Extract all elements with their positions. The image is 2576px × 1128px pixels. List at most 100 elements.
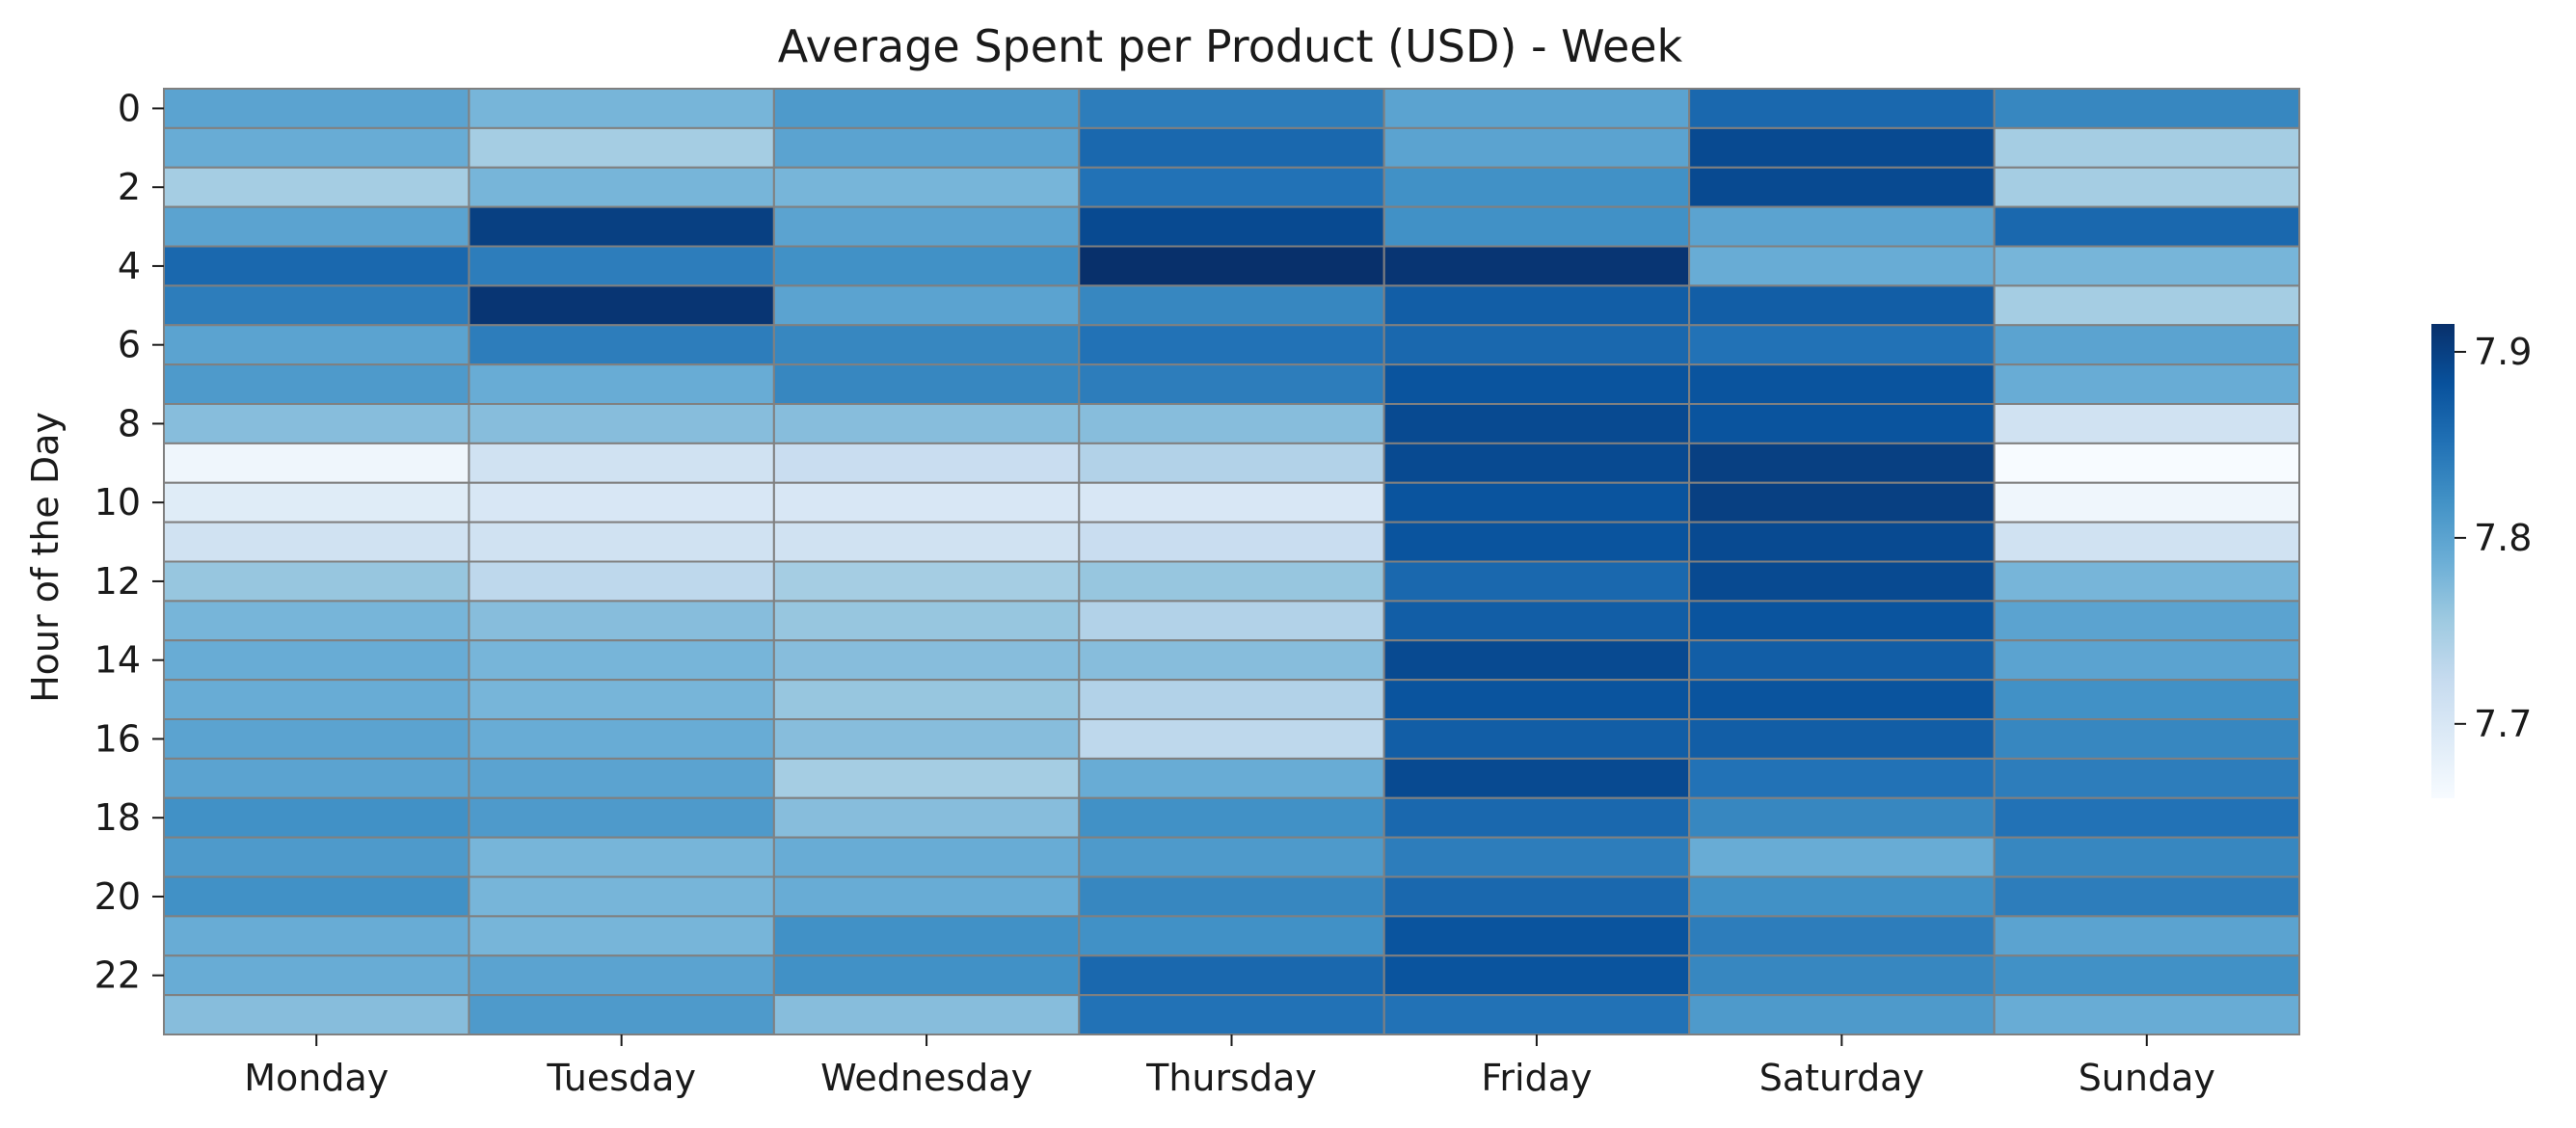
heatmap-cell [1078, 442, 1385, 484]
heatmap-cell [772, 915, 1081, 957]
heatmap-cell [1688, 560, 1996, 603]
heatmap-cell [468, 245, 775, 287]
y-tick-label: 20 [94, 875, 141, 918]
heatmap-cell [1382, 639, 1691, 682]
y-tick-label: 10 [94, 481, 141, 524]
heatmap-cell [1382, 796, 1691, 839]
heatmap-cell [1688, 915, 1996, 957]
heatmap-cell [1688, 757, 1996, 799]
heatmap-cell [772, 796, 1081, 839]
heatmap-cell [1078, 88, 1385, 129]
heatmap-cell [1993, 363, 2301, 405]
heatmap-cell [468, 679, 775, 720]
heatmap-cell [1382, 245, 1691, 287]
heatmap-cell [163, 363, 470, 405]
heatmap-cell [1078, 639, 1385, 682]
heatmap-cell [772, 954, 1081, 997]
x-tick-label: Tuesday [546, 1057, 696, 1099]
x-tick-label: Thursday [1145, 1057, 1317, 1099]
heatmap-cell [1382, 481, 1691, 524]
heatmap-cell [1993, 284, 2301, 327]
heatmap-cell [1382, 875, 1691, 918]
heatmap-cell [1382, 126, 1691, 169]
heatmap-cell [163, 954, 470, 997]
heatmap-cell [1993, 875, 2301, 918]
heatmap-cell [772, 166, 1081, 208]
heatmap-cell [1078, 796, 1385, 839]
heatmap-cell [163, 284, 470, 327]
heatmap-cell [1382, 560, 1691, 603]
heatmap-cell [1993, 521, 2301, 563]
colorbar: 7.7 7.8 7.9 [2431, 324, 2532, 798]
heatmap-cell [1688, 166, 1996, 208]
heatmap-cell [163, 836, 470, 878]
heatmap-cell [1078, 205, 1385, 248]
heatmap-cell [1688, 875, 1996, 918]
heatmap-cell [1993, 205, 2301, 248]
heatmap-cell [1078, 363, 1385, 405]
heatmap-cell [1688, 205, 1996, 248]
colorbar-tick-label: 7.9 [2474, 331, 2532, 373]
heatmap-cell [1078, 245, 1385, 287]
heatmap-cell [1078, 875, 1385, 918]
heatmap-cell [772, 363, 1081, 405]
heatmap-cell [163, 521, 470, 563]
y-tick-label: 0 [118, 87, 141, 129]
heatmap-cell [468, 915, 775, 957]
heatmap-cell [1382, 324, 1691, 366]
heatmap-cell [1688, 836, 1996, 878]
heatmap-cell [772, 757, 1081, 799]
heatmap-cell [1993, 836, 2301, 878]
heatmap-cell [1688, 403, 1996, 444]
heatmap-cell [1993, 915, 2301, 957]
heatmap-cell [1993, 600, 2301, 642]
colorbar-gradient [2431, 324, 2455, 798]
y-tick-label: 14 [94, 639, 141, 682]
heatmap-cell [1078, 126, 1385, 169]
heatmap-cell [1688, 245, 1996, 287]
heatmap-cell [772, 560, 1081, 603]
heatmap-cell [1382, 403, 1691, 444]
heatmap-cell [1382, 994, 1691, 1035]
y-tick-label: 12 [94, 560, 141, 603]
heatmap-cell [1688, 796, 1996, 839]
heatmap-cell [1078, 718, 1385, 760]
y-tick-label: 22 [94, 954, 141, 997]
heatmap-cell [1078, 836, 1385, 878]
heatmap-cell [772, 245, 1081, 287]
heatmap-cell [1382, 718, 1691, 760]
heatmap-cell [468, 718, 775, 760]
heatmap-cell [772, 284, 1081, 327]
heatmap-cell [1688, 363, 1996, 405]
heatmap-cell [468, 875, 775, 918]
heatmap-cell [163, 205, 470, 248]
heatmap-cell [1382, 166, 1691, 208]
heatmap-cell [1688, 600, 1996, 642]
heatmap-cell [1993, 245, 2301, 287]
heatmap-cell [1382, 284, 1691, 327]
heatmap-cell [1993, 442, 2301, 484]
heatmap-cell [468, 88, 775, 129]
colorbar-tick-label: 7.7 [2474, 703, 2532, 745]
heatmap-cell [1078, 560, 1385, 603]
x-axis-ticks: Monday Tuesday Wednesday Thursday Friday Satu… [244, 1034, 2215, 1099]
heatmap-cell [772, 718, 1081, 760]
heatmap-cell [468, 363, 775, 405]
heatmap-cell [772, 679, 1081, 720]
y-axis-ticks: 0 2 4 6 8 10 12 14 16 18 20 22 [94, 87, 164, 997]
heatmap-cell [1688, 954, 1996, 997]
heatmap-cell [163, 560, 470, 603]
heatmap-cell [163, 481, 470, 524]
heatmap-cell [468, 757, 775, 799]
heatmap-cell [772, 639, 1081, 682]
heatmap-cell [468, 403, 775, 444]
heatmap-cell [163, 442, 470, 484]
y-axis-label: Hour of the Day [24, 412, 67, 703]
heatmap-cells [163, 88, 2301, 1035]
heatmap-cell [1382, 205, 1691, 248]
colorbar-tick-label: 7.8 [2474, 517, 2532, 559]
heatmap-cell [1993, 324, 2301, 366]
heatmap-cell [1688, 126, 1996, 169]
y-tick-label: 6 [118, 324, 141, 366]
